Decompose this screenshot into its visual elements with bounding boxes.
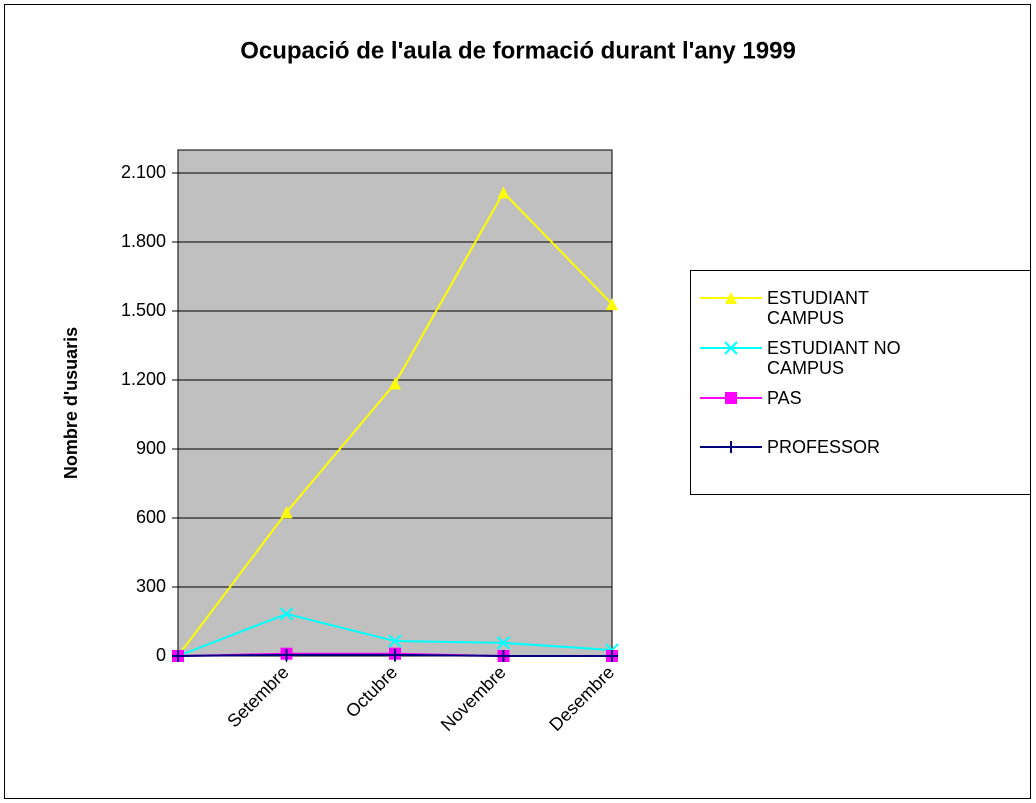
y-tick-label: 300 bbox=[136, 576, 166, 596]
legend-box bbox=[690, 270, 1031, 495]
legend-label: ESTUDIANT NO CAMPUS bbox=[767, 338, 901, 378]
plot-area bbox=[177, 149, 613, 657]
legend-label: PAS bbox=[767, 388, 802, 408]
y-tick-label: 1.200 bbox=[121, 369, 166, 389]
marker bbox=[280, 648, 293, 661]
marker bbox=[725, 392, 737, 404]
marker bbox=[389, 377, 401, 390]
marker bbox=[279, 607, 294, 621]
marker bbox=[280, 506, 293, 519]
marker bbox=[725, 292, 737, 304]
marker bbox=[725, 441, 737, 453]
legend-label: PROFESSOR bbox=[767, 437, 881, 457]
y-tick-label: 2.100 bbox=[121, 162, 166, 182]
marker bbox=[172, 650, 184, 662]
marker bbox=[497, 186, 510, 199]
marker bbox=[497, 650, 510, 662]
marker bbox=[389, 648, 401, 661]
y-tick-label: 900 bbox=[136, 438, 166, 458]
marker bbox=[496, 636, 511, 650]
marker bbox=[724, 341, 738, 355]
y-tick-label: 1.800 bbox=[121, 231, 166, 251]
y-axis-label: Nombre d'usuaris bbox=[61, 327, 81, 479]
marker bbox=[606, 650, 618, 662]
y-tick-label: 0 bbox=[156, 645, 166, 665]
marker bbox=[606, 298, 618, 311]
legend-label: ESTUDIANT CAMPUS bbox=[767, 288, 869, 328]
chart-title: Ocupació de l'aula de formació durant l'… bbox=[240, 37, 796, 64]
y-tick-label: 600 bbox=[136, 507, 166, 527]
y-tick-label: 1.500 bbox=[121, 300, 166, 320]
marker bbox=[388, 634, 402, 648]
